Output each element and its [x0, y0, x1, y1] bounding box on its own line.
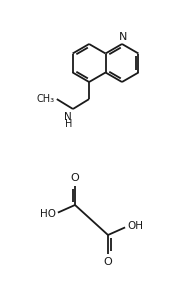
Text: O: O: [104, 257, 112, 267]
Text: O: O: [71, 173, 79, 183]
Text: N: N: [119, 32, 127, 42]
Text: H: H: [64, 119, 72, 129]
Text: CH₃: CH₃: [37, 94, 55, 104]
Text: HO: HO: [40, 209, 56, 219]
Text: OH: OH: [127, 221, 143, 231]
Text: N: N: [64, 112, 72, 122]
